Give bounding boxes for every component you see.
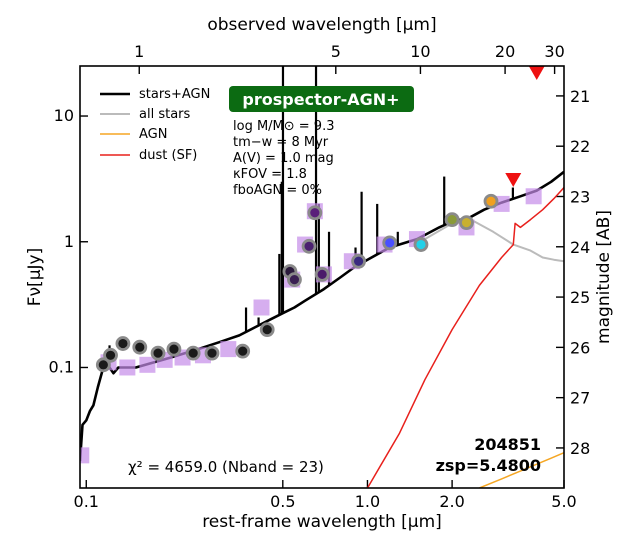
series-agn <box>479 452 564 488</box>
model-point-7 <box>220 341 237 358</box>
legend: stars+AGN all stars AGN dust (SF) <box>100 87 210 163</box>
x-tick-label-0: 0.1 <box>74 492 99 511</box>
chi2-label: χ² = 4659.0 (Nband = 23) <box>128 458 324 476</box>
plot-content <box>80 66 564 488</box>
observed-point-1 <box>103 347 118 363</box>
legend-label-agn: AGN <box>139 127 167 142</box>
mag-tick-label-6: 27 <box>570 389 590 408</box>
plot-frame <box>79 65 565 489</box>
mag-tick-label-1: 22 <box>570 137 590 156</box>
observed-point-18 <box>444 212 460 228</box>
observed-point-6 <box>185 345 201 361</box>
left-axis-title: Fν[μJy] <box>25 248 45 306</box>
observed-point-17 <box>413 237 429 252</box>
top-axis-title: observed wavelength [μm] <box>207 15 436 35</box>
x-tick-label-4: 5.0 <box>551 492 576 511</box>
object-id: 204851 <box>474 435 541 454</box>
y-tick-label-2: 10 <box>54 106 74 125</box>
model-point-3 <box>139 356 156 373</box>
legend-label-all-stars: all stars <box>139 107 191 122</box>
mag-tick-label-5: 26 <box>570 338 590 357</box>
spec-redshift: zsp=5.4800 <box>436 456 541 475</box>
mag-tick-label-3: 24 <box>570 238 590 257</box>
observed-point-3 <box>132 339 148 355</box>
series-dust <box>366 186 564 488</box>
fit-parameters: log M/M⊙ = 9.3 tm−w = 8 Myr A(V) = 1.0 m… <box>233 119 335 198</box>
observed-photometry <box>95 193 499 373</box>
bottom-axis-title: rest-frame wavelength [μm] <box>202 512 442 532</box>
observed-point-19 <box>459 215 474 231</box>
model-point-0 <box>80 447 90 464</box>
mag-tick-label-4: 25 <box>570 288 590 307</box>
tick-marks: 0.1 0.5 1.0 2.0 5.0 1 5 10 20 30 0.1 1 10 21 22 23 24 25 2… <box>49 42 591 511</box>
observed-point-0 <box>95 357 111 373</box>
x-top-tick-label-0: 1 <box>134 42 144 61</box>
upper-limit-1 <box>528 66 545 80</box>
observed-point-8 <box>235 343 251 359</box>
right-axis-title: magnitude [AB] <box>594 210 614 344</box>
observed-point-14 <box>314 266 330 282</box>
model-point-2 <box>119 359 136 376</box>
x-top-tick-label-1: 5 <box>331 42 341 61</box>
observed-point-4 <box>150 345 166 361</box>
model-point-18 <box>525 188 542 205</box>
observed-point-15 <box>351 253 366 269</box>
param-age: tm−w = 8 Myr <box>233 135 329 150</box>
param-attenuation: A(V) = 1.0 mag <box>233 151 334 166</box>
y-tick-label-0: 0.1 <box>49 357 74 376</box>
x-tick-label-3: 2.0 <box>439 492 464 511</box>
upper-limits <box>505 66 545 187</box>
mag-tick-label-0: 21 <box>570 87 590 106</box>
y-tick-label-1: 1 <box>64 232 74 251</box>
observed-point-2 <box>115 336 131 351</box>
param-mass: log M/M⊙ = 9.3 <box>233 119 335 134</box>
legend-label-dust: dust (SF) <box>139 148 197 163</box>
observed-point-5 <box>166 341 182 357</box>
x-top-tick-label-3: 20 <box>495 42 515 61</box>
observed-point-12 <box>301 238 317 254</box>
model-point-8 <box>253 299 270 316</box>
observed-point-13 <box>307 205 323 221</box>
observed-point-20 <box>483 193 499 209</box>
observed-point-11 <box>287 272 302 288</box>
mag-tick-label-7: 28 <box>570 439 590 458</box>
series-stars-agn <box>80 170 564 462</box>
x-top-tick-label-2: 10 <box>410 42 430 61</box>
param-kappa: κFOV = 1.8 <box>233 167 307 182</box>
upper-limit-0 <box>505 172 522 187</box>
param-agn-fraction: fboAGN = 0% <box>233 183 322 198</box>
model-badge: prospector-AGN+ <box>242 90 399 109</box>
badge-background <box>229 86 414 112</box>
observed-point-9 <box>259 322 275 338</box>
legend-label-stars-agn: stars+AGN <box>139 87 210 102</box>
x-top-tick-label-4: 30 <box>544 42 564 61</box>
observed-point-7 <box>204 345 220 361</box>
mag-tick-label-2: 23 <box>570 187 590 206</box>
observed-point-16 <box>382 235 398 251</box>
x-tick-label-2: 1.0 <box>355 492 380 511</box>
x-tick-label-1: 0.5 <box>270 492 295 511</box>
